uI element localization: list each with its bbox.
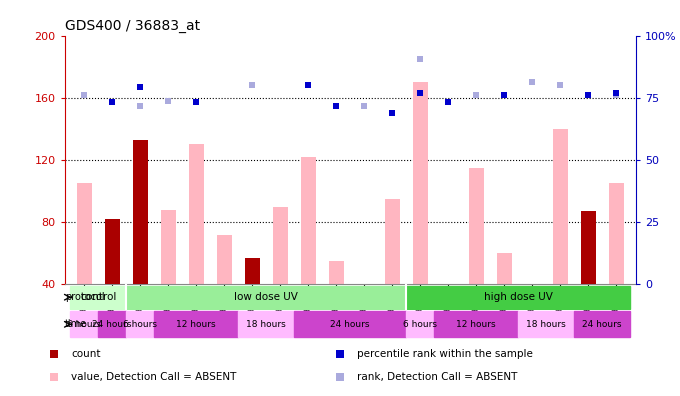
Bar — [245, 258, 260, 284]
Point — [330, 103, 341, 109]
Point — [387, 110, 398, 116]
Text: 6 hours: 6 hours — [403, 320, 437, 329]
Point — [247, 82, 258, 89]
Point — [135, 84, 146, 90]
Point — [555, 82, 566, 89]
Bar — [76, 183, 92, 284]
Text: rank, Detection Call = ABSENT: rank, Detection Call = ABSENT — [357, 372, 517, 382]
Point — [303, 82, 313, 89]
Point — [163, 98, 173, 104]
Point — [335, 374, 345, 380]
Bar — [273, 207, 288, 284]
Text: 12 hours: 12 hours — [176, 320, 216, 329]
Text: protocol: protocol — [65, 292, 105, 302]
Bar — [188, 145, 204, 284]
Bar — [133, 140, 148, 284]
Bar — [553, 129, 568, 284]
Text: 24 hours: 24 hours — [583, 320, 622, 329]
Point — [107, 99, 118, 106]
Bar — [496, 253, 512, 284]
Point — [583, 91, 594, 98]
Bar — [581, 211, 596, 284]
Text: 6 hours: 6 hours — [123, 320, 157, 329]
Point — [415, 90, 426, 96]
Bar — [216, 234, 232, 284]
Point — [79, 91, 90, 98]
Bar — [435, 312, 518, 337]
Bar — [301, 157, 316, 284]
Bar — [70, 312, 98, 337]
Text: 24 hours: 24 hours — [330, 320, 370, 329]
Bar — [105, 219, 120, 284]
Text: low dose UV: low dose UV — [235, 292, 298, 302]
Bar — [154, 312, 238, 337]
Text: 6 hours: 6 hours — [67, 320, 101, 329]
Bar — [160, 210, 176, 284]
Bar — [609, 183, 624, 284]
Point — [359, 103, 370, 109]
Bar — [574, 312, 630, 337]
Point — [611, 91, 622, 98]
Bar — [518, 312, 574, 337]
Bar — [413, 82, 428, 284]
Text: control: control — [80, 292, 116, 302]
Point — [49, 350, 60, 357]
Point — [191, 99, 202, 106]
Bar — [126, 312, 154, 337]
Text: time: time — [65, 319, 87, 329]
Text: high dose UV: high dose UV — [483, 292, 553, 302]
Bar — [98, 312, 126, 337]
Point — [611, 90, 622, 96]
Bar — [328, 261, 344, 284]
Text: 24 hours: 24 hours — [92, 320, 132, 329]
Bar — [384, 199, 400, 284]
Bar — [406, 286, 630, 309]
Bar — [70, 286, 126, 309]
Point — [471, 91, 481, 98]
Point — [135, 103, 146, 109]
Text: percentile rank within the sample: percentile rank within the sample — [357, 348, 533, 358]
Point — [443, 99, 454, 106]
Text: value, Detection Call = ABSENT: value, Detection Call = ABSENT — [71, 372, 237, 382]
Bar — [133, 140, 148, 284]
Bar — [126, 286, 406, 309]
Text: GDS400 / 36883_at: GDS400 / 36883_at — [65, 19, 200, 33]
Point — [498, 91, 509, 98]
Text: 18 hours: 18 hours — [526, 320, 566, 329]
Point — [415, 56, 426, 62]
Bar — [406, 312, 435, 337]
Text: count: count — [71, 348, 101, 358]
Point — [335, 350, 345, 357]
Text: 12 hours: 12 hours — [456, 320, 496, 329]
Bar — [294, 312, 406, 337]
Point — [527, 79, 538, 86]
Bar — [238, 312, 294, 337]
Bar — [469, 168, 484, 284]
Point — [49, 374, 60, 380]
Text: 18 hours: 18 hours — [246, 320, 286, 329]
